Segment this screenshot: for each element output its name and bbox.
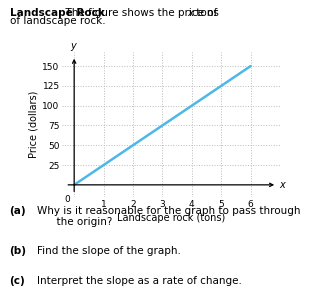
Text: 0: 0: [65, 195, 71, 204]
Text: $y$: $y$: [70, 41, 78, 53]
Text: (a): (a): [10, 206, 26, 216]
Text: (b): (b): [10, 246, 27, 256]
Text: The figure shows the price of: The figure shows the price of: [59, 8, 221, 18]
Text: Find the slope of the graph.: Find the slope of the graph.: [37, 246, 181, 256]
Text: $x$: $x$: [278, 180, 287, 190]
Text: Interpret the slope as a rate of change.: Interpret the slope as a rate of change.: [37, 276, 242, 286]
Text: tons: tons: [193, 8, 219, 18]
Text: (c): (c): [10, 276, 25, 286]
X-axis label: Landscape rock (tons): Landscape rock (tons): [117, 213, 225, 223]
Text: of landscape rock.: of landscape rock.: [10, 16, 105, 26]
Text: Why is it reasonable for the graph to pass through
      the origin?: Why is it reasonable for the graph to pa…: [37, 206, 300, 228]
Y-axis label: Price (dollars): Price (dollars): [28, 91, 38, 158]
Text: Landscape Rock: Landscape Rock: [10, 8, 104, 18]
Text: x: x: [187, 8, 193, 18]
